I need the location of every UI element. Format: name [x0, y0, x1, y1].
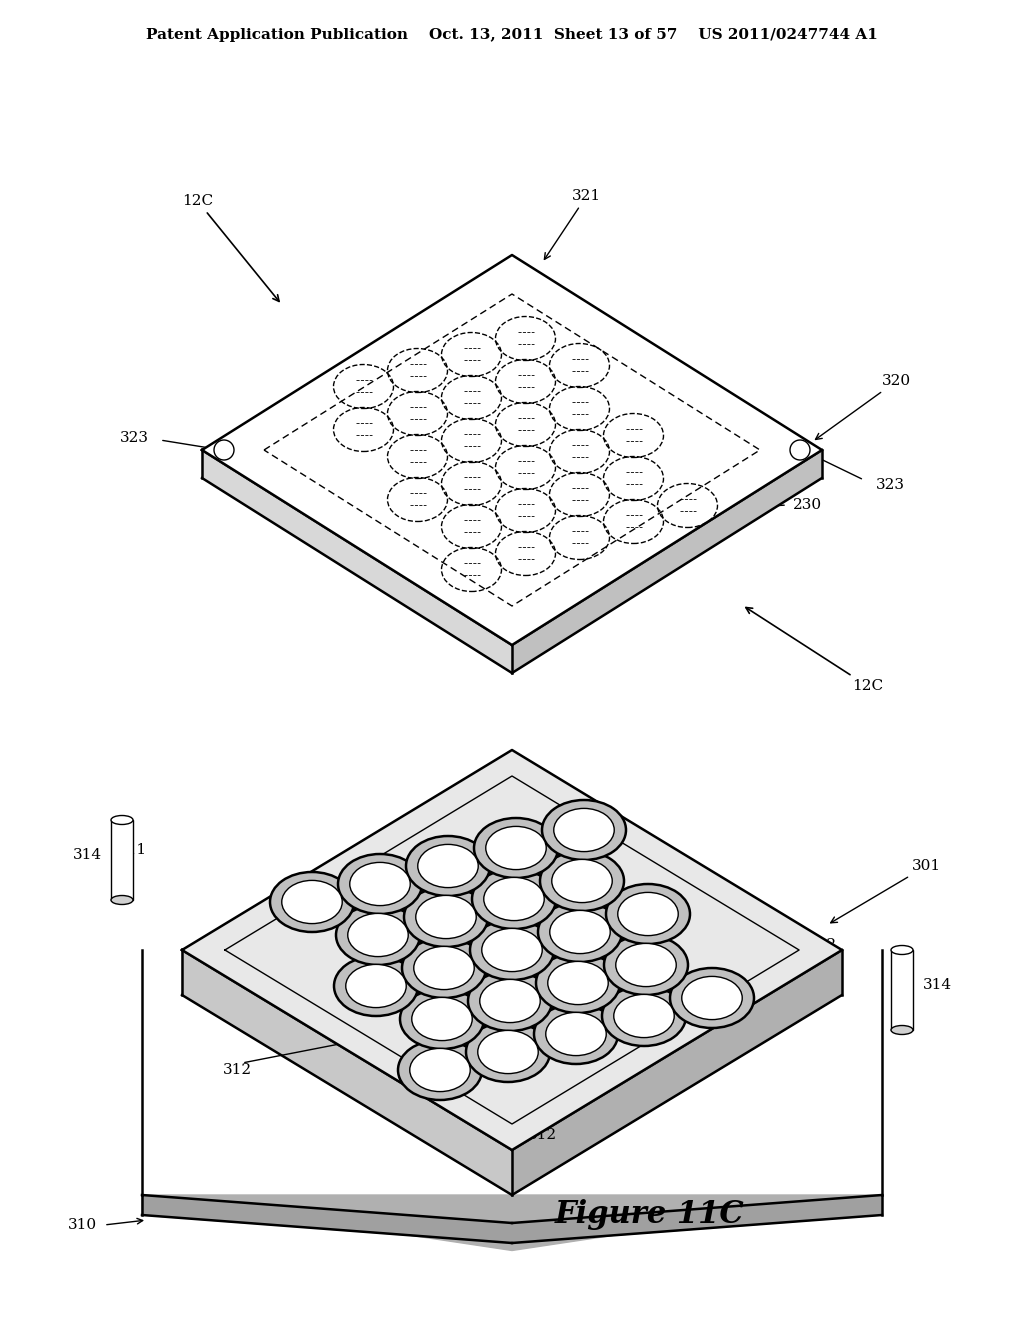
Ellipse shape [478, 1031, 539, 1073]
Ellipse shape [542, 800, 626, 861]
Ellipse shape [282, 880, 342, 924]
Ellipse shape [615, 944, 676, 986]
Ellipse shape [604, 935, 688, 995]
Text: 312: 312 [527, 1129, 557, 1142]
Ellipse shape [472, 869, 556, 929]
Text: 230: 230 [793, 498, 821, 512]
Ellipse shape [670, 968, 754, 1028]
Text: 12C: 12C [745, 607, 883, 693]
Ellipse shape [270, 873, 354, 932]
Text: 322: 322 [578, 343, 606, 356]
Polygon shape [182, 950, 512, 1195]
Ellipse shape [338, 854, 422, 913]
Ellipse shape [336, 906, 420, 965]
Ellipse shape [485, 826, 546, 870]
Circle shape [214, 440, 234, 459]
Ellipse shape [346, 965, 407, 1007]
Ellipse shape [554, 808, 614, 851]
Text: Figure 11C: Figure 11C [555, 1200, 744, 1230]
Ellipse shape [406, 836, 490, 896]
Ellipse shape [546, 1012, 606, 1056]
Ellipse shape [410, 1048, 470, 1092]
Polygon shape [202, 450, 512, 673]
Polygon shape [111, 820, 133, 900]
Text: 314: 314 [923, 978, 951, 993]
Ellipse shape [891, 945, 913, 954]
Text: 320: 320 [815, 374, 911, 440]
Ellipse shape [480, 979, 541, 1023]
Text: 322: 322 [753, 421, 781, 436]
Ellipse shape [534, 1005, 618, 1064]
Text: Patent Application Publication    Oct. 13, 2011  Sheet 13 of 57    US 2011/02477: Patent Application Publication Oct. 13, … [146, 28, 878, 42]
Ellipse shape [111, 816, 133, 825]
Ellipse shape [536, 953, 620, 1012]
Polygon shape [891, 950, 913, 1030]
Ellipse shape [334, 956, 418, 1016]
Ellipse shape [606, 884, 690, 944]
Polygon shape [512, 450, 822, 673]
Ellipse shape [470, 920, 554, 979]
Ellipse shape [418, 845, 478, 887]
Ellipse shape [891, 1026, 913, 1035]
Ellipse shape [412, 998, 472, 1040]
Ellipse shape [466, 1022, 550, 1082]
Polygon shape [142, 1195, 882, 1243]
Ellipse shape [540, 851, 624, 911]
Ellipse shape [400, 989, 484, 1049]
Ellipse shape [398, 1040, 482, 1100]
Polygon shape [142, 1195, 882, 1250]
Text: 322: 322 [418, 327, 446, 342]
Text: 230: 230 [437, 313, 467, 327]
Ellipse shape [552, 859, 612, 903]
Ellipse shape [402, 939, 486, 998]
Polygon shape [202, 255, 822, 645]
Polygon shape [512, 950, 842, 1195]
Polygon shape [182, 750, 842, 1150]
Ellipse shape [483, 878, 544, 920]
Ellipse shape [682, 977, 742, 1019]
Text: 312: 312 [222, 1063, 252, 1077]
Text: 12C: 12C [182, 194, 280, 301]
Text: 310: 310 [68, 1218, 97, 1232]
Ellipse shape [474, 818, 558, 878]
Text: 312: 312 [808, 939, 837, 952]
Text: 311: 311 [118, 843, 146, 857]
Circle shape [790, 440, 810, 459]
Ellipse shape [350, 862, 411, 906]
Ellipse shape [548, 961, 608, 1005]
Text: 321: 321 [545, 189, 601, 260]
Ellipse shape [481, 928, 543, 972]
Text: 323: 323 [120, 432, 148, 445]
Text: 301: 301 [830, 859, 941, 923]
Ellipse shape [468, 972, 552, 1031]
Ellipse shape [416, 895, 476, 939]
Ellipse shape [617, 892, 678, 936]
Text: 314: 314 [73, 847, 101, 862]
Ellipse shape [404, 887, 488, 946]
Ellipse shape [613, 994, 674, 1038]
Ellipse shape [538, 902, 622, 962]
Text: 323: 323 [876, 478, 904, 492]
Ellipse shape [414, 946, 474, 990]
Ellipse shape [348, 913, 409, 957]
Ellipse shape [111, 895, 133, 904]
Ellipse shape [550, 911, 610, 953]
Ellipse shape [602, 986, 686, 1045]
